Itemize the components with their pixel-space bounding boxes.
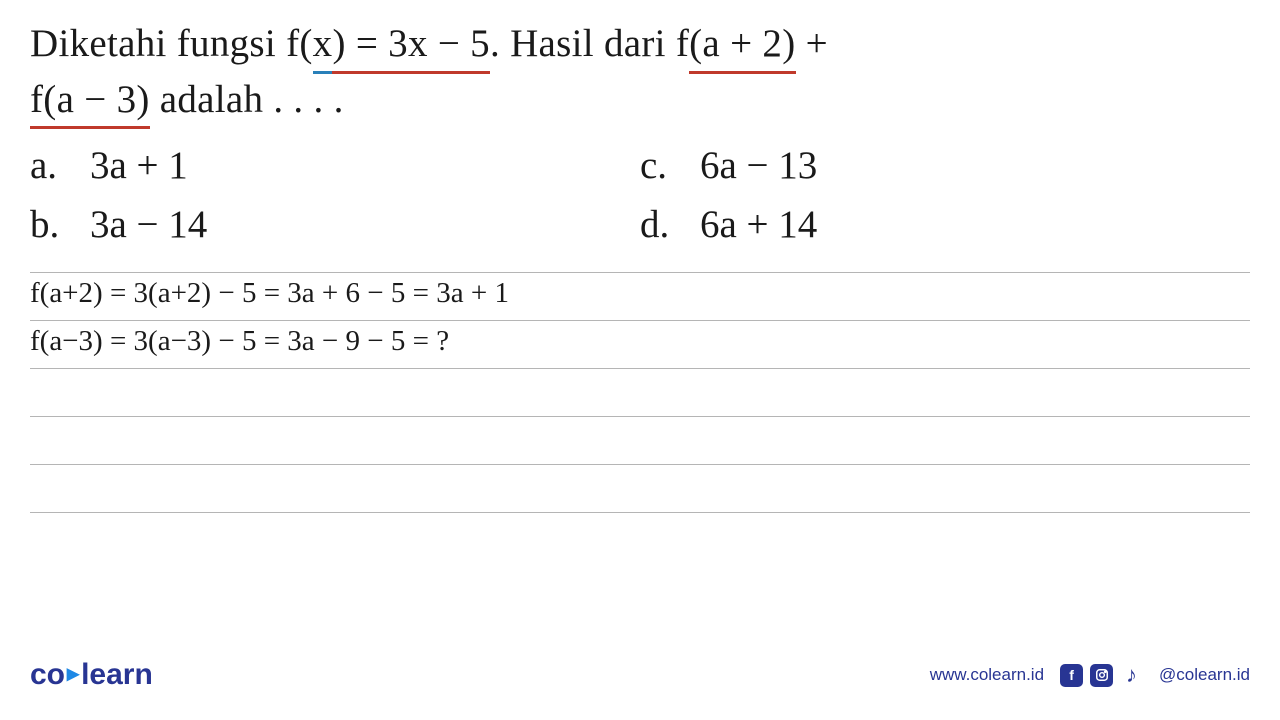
a-plus-2-underlined: (a + 2) bbox=[689, 18, 795, 74]
answer-d-label: d. bbox=[640, 196, 700, 255]
answer-d-value: 6a + 14 bbox=[700, 196, 817, 255]
answer-a-value: 3a + 1 bbox=[90, 137, 188, 196]
question-line2-text: adalah . . . . bbox=[150, 78, 344, 121]
answer-b-label: b. bbox=[30, 196, 90, 255]
question-mid: . Hasil dari f bbox=[490, 22, 689, 65]
ruled-line-4 bbox=[30, 416, 1250, 464]
question-line-1: Diketahi fungsi f(x) = 3x − 5. Hasil dar… bbox=[30, 18, 1250, 74]
answer-c-label: c. bbox=[640, 137, 700, 196]
answer-c-value: 6a − 13 bbox=[700, 137, 817, 196]
social-icons: f ♪ bbox=[1060, 664, 1143, 687]
answer-c: c. 6a − 13 bbox=[640, 137, 1250, 196]
answers-row: a. 3a + 1 b. 3a − 14 c. 6a − 13 d. 6a + … bbox=[30, 137, 1250, 254]
ruled-line-5 bbox=[30, 464, 1250, 512]
ruled-line-3 bbox=[30, 368, 1250, 416]
ruled-line-1: f(a+2) = 3(a+2) − 5 = 3a + 6 − 5 = 3a + … bbox=[30, 272, 1250, 320]
instagram-icon bbox=[1090, 664, 1113, 687]
footer: co▸learn www.colearn.id f ♪ @colearn.id bbox=[0, 658, 1280, 692]
answers-col-left: a. 3a + 1 b. 3a − 14 bbox=[30, 137, 640, 254]
answer-b: b. 3a − 14 bbox=[30, 196, 640, 255]
logo-dot-icon: ▸ bbox=[67, 660, 79, 687]
question-prefix: Diketahi fungsi bbox=[30, 22, 286, 65]
footer-handle: @colearn.id bbox=[1159, 665, 1250, 685]
fx-open: f( bbox=[286, 22, 313, 65]
handwriting-line-1: f(a+2) = 3(a+2) − 5 = 3a + 6 − 5 = 3a + … bbox=[30, 277, 509, 310]
question-suffix: + bbox=[796, 22, 828, 65]
answer-a-label: a. bbox=[30, 137, 90, 196]
footer-right: www.colearn.id f ♪ @colearn.id bbox=[930, 664, 1250, 687]
answers-col-right: c. 6a − 13 d. 6a + 14 bbox=[640, 137, 1250, 254]
answer-b-value: 3a − 14 bbox=[90, 196, 207, 255]
a-minus-3-underlined: f(a − 3) bbox=[30, 74, 150, 130]
fx-def-underlined: ) = 3x − 5 bbox=[332, 18, 489, 74]
brand-logo: co▸learn bbox=[30, 658, 153, 692]
handwriting-line-2: f(a−3) = 3(a−3) − 5 = 3a − 9 − 5 = ? bbox=[30, 325, 449, 358]
question-line-2: f(a − 3) adalah . . . . bbox=[30, 74, 1250, 130]
ruled-line-6 bbox=[30, 512, 1250, 560]
footer-url: www.colearn.id bbox=[930, 665, 1044, 685]
logo-co: co bbox=[30, 658, 65, 691]
answer-d: d. 6a + 14 bbox=[640, 196, 1250, 255]
tiktok-icon: ♪ bbox=[1120, 664, 1143, 687]
fx-x-underlined: x bbox=[313, 18, 333, 74]
logo-learn: learn bbox=[81, 658, 153, 691]
answer-a: a. 3a + 1 bbox=[30, 137, 640, 196]
work-area: f(a+2) = 3(a+2) − 5 = 3a + 6 − 5 = 3a + … bbox=[30, 272, 1250, 560]
facebook-icon: f bbox=[1060, 664, 1083, 687]
ruled-line-2: f(a−3) = 3(a−3) − 5 = 3a − 9 − 5 = ? bbox=[30, 320, 1250, 368]
